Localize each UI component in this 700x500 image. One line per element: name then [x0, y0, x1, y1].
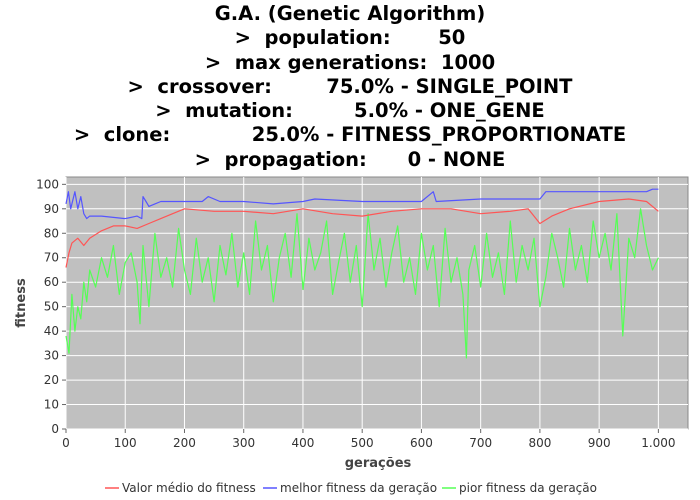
- y-tick-label: 40: [44, 324, 59, 338]
- y-tick-label: 90: [44, 202, 59, 216]
- series-line-1: [65, 188, 659, 220]
- plot-area: [65, 176, 689, 430]
- x-tick-label: 100: [114, 436, 137, 450]
- x-axis-title: gerações: [345, 456, 412, 471]
- y-tick-label: 100: [36, 177, 59, 191]
- title-line: > mutation: 5.0% - ONE_GENE: [155, 99, 545, 123]
- grid-layer: [65, 177, 688, 430]
- title-line: > crossover: 75.0% - SINGLE_POINT: [127, 74, 573, 98]
- y-tick-label: 10: [44, 398, 59, 412]
- x-tick-label: 1.000: [641, 436, 675, 450]
- x-tick-label: 400: [291, 436, 314, 450]
- legend-label: melhor fitness da geração: [280, 481, 437, 495]
- y-tick-label: 20: [44, 373, 59, 387]
- series-layer: [65, 188, 659, 359]
- y-tick-label: 0: [51, 422, 59, 436]
- legend-label: Valor médio do fitness: [122, 481, 256, 495]
- y-tick-label: 50: [44, 300, 59, 314]
- chart-title: G.A. (Genetic Algorithm) > population: 5…: [0, 2, 700, 172]
- x-tick-label: 600: [410, 436, 433, 450]
- title-line: > clone: 25.0% - FITNESS_PROPORTIONATE: [73, 123, 627, 147]
- title-line: > propagation: 0 - NONE: [194, 147, 506, 171]
- title-line: > max generations: 1000: [204, 50, 496, 74]
- y-tick-label: 70: [44, 251, 59, 265]
- y-axis-title: fitness: [14, 278, 29, 328]
- y-tick-label: 60: [44, 275, 59, 289]
- y-tick-label: 80: [44, 226, 59, 240]
- y-tick-label: 30: [44, 349, 59, 363]
- x-tick-label: 800: [528, 436, 551, 450]
- x-tick-label: 700: [469, 436, 492, 450]
- legend-label: pior fitness da geração: [459, 481, 597, 495]
- axis-layer: 0 100 200 300 400 500 600 700 800 900 1.000 0 10 20 30…: [36, 177, 675, 450]
- title-line: G.A. (Genetic Algorithm): [214, 2, 486, 25]
- series-line-0: [65, 198, 659, 268]
- x-tick-label: 500: [351, 436, 374, 450]
- series-line-2: [65, 208, 659, 359]
- title-line: > population: 50: [234, 26, 466, 50]
- legend: Valor médio do fitness melhor fitness da …: [105, 481, 597, 495]
- x-tick-label: 200: [173, 436, 196, 450]
- x-tick-label: 900: [588, 436, 611, 450]
- x-tick-label: 300: [232, 436, 255, 450]
- x-tick-label: 0: [62, 436, 70, 450]
